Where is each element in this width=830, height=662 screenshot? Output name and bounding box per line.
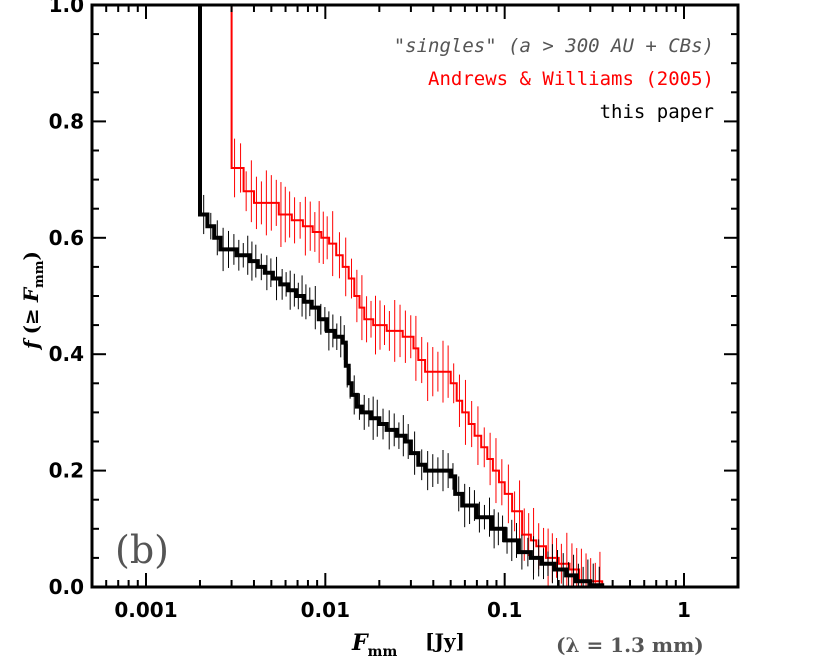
panel-label: (b) [115,528,169,572]
legend-entry-andrews-williams: Andrews & Williams (2005) [428,68,714,90]
y-tick-label: 0.0 [49,575,84,599]
x-tick-label: 0.1 [487,598,522,622]
y-axis-symbol: F [19,286,43,303]
x-tick-label: 0.01 [301,598,350,622]
y-axis-open: (≥ [19,308,43,334]
x-tick-label: 1 [677,598,691,622]
series-1 [198,5,605,588]
x-axis-symbol: F [351,630,369,656]
legend-entry-singles: "singles" (a > 300 AU + CBs) [394,35,714,57]
x-tick-label: 0.001 [114,598,177,622]
x-axis-title: Fmm [Jy] (λ = 1.3 mm) [351,629,704,660]
y-tick-label: 0.6 [49,226,84,250]
legend: "singles" (a > 300 AU + CBs) Andrews & W… [394,35,714,123]
series-line [230,5,604,587]
ticks-layer: 0.0 0.2 0.4 0.6 0.8 1.0 0.001 0.01 0.1 1 [49,0,738,622]
svg-text:f(≥Fmm): f (≥ Fmm) [19,251,47,351]
series-layer [198,5,605,588]
y-axis-subscript: mm [32,260,47,288]
y-axis-close: ) [19,251,43,260]
y-tick-label: 0.8 [49,109,84,133]
legend-entry-this-paper: this paper [600,101,714,123]
x-axis-subscript: mm [368,644,398,660]
svg-text:Fmm: Fmm [351,630,397,660]
x-axis-unit: [Jy] [425,629,465,653]
plot-frame [90,3,740,589]
y-tick-label: 0.2 [49,459,84,483]
y-axis-title: f (≥ Fmm) [19,251,47,351]
series-line [198,5,605,588]
series-0 [230,5,604,587]
x-axis-note: (λ = 1.3 mm) [556,633,704,657]
y-tick-label: 1.0 [49,0,84,17]
y-tick-label: 0.4 [49,342,84,366]
y-axis-func: f [19,337,43,351]
